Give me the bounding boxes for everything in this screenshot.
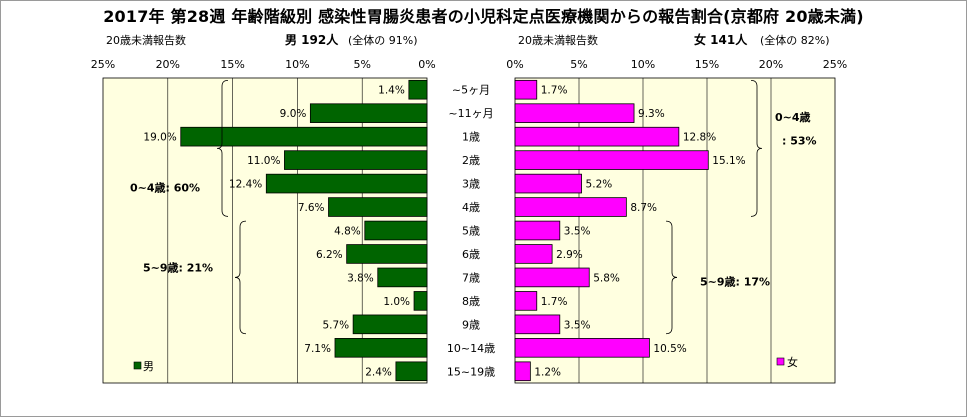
male-header-label: 20歳未満報告数 — [106, 34, 186, 47]
male-data-label: 9.0% — [280, 108, 307, 120]
male-bar — [334, 338, 428, 358]
male-bar — [284, 150, 428, 170]
female-bar — [514, 150, 709, 170]
female-legend-label: 女 — [787, 355, 798, 369]
female-annotation-5-9: 5~9歳: 17% — [700, 274, 770, 288]
female-bar — [514, 220, 561, 241]
age-category-label: 5歳 — [462, 225, 480, 238]
age-category-label: 9歳 — [462, 318, 480, 331]
female-bar — [514, 291, 538, 311]
female-bar — [514, 79, 538, 100]
age-category-label: 6歳 — [462, 248, 480, 261]
male-data-label: 5.7% — [322, 319, 349, 331]
female-annotation-0-4: 0~4歳 — [775, 110, 811, 124]
female-data-label: 1.2% — [534, 366, 561, 378]
male-tick-label: 0% — [418, 58, 435, 71]
male-data-label: 12.4% — [229, 179, 262, 191]
female-data-label: 15.1% — [712, 155, 745, 167]
age-category-label: 8歳 — [462, 295, 480, 308]
male-bracket-0-4 — [216, 79, 229, 217]
male-data-label: 4.8% — [334, 226, 361, 238]
female-data-label: 2.9% — [556, 249, 583, 261]
female-legend-swatch — [776, 357, 785, 366]
female-header-count: 女 141人 — [694, 32, 748, 47]
female-bracket-5-9 — [665, 220, 678, 335]
male-bracket-5-9 — [234, 220, 247, 335]
male-tick-label: 25% — [91, 58, 115, 71]
female-tick-label: 15% — [695, 58, 719, 71]
male-bar — [377, 267, 428, 288]
female-data-label: 5.2% — [586, 179, 613, 191]
age-category-label: 1歳 — [462, 131, 480, 144]
female-bar — [514, 173, 582, 194]
female-tick-label: 0% — [506, 58, 523, 71]
male-bar — [265, 173, 428, 194]
female-bar — [514, 126, 680, 147]
female-bar — [514, 314, 561, 335]
age-category-label: 15~19歳 — [447, 365, 495, 378]
male-bar — [328, 197, 428, 217]
male-bar — [180, 126, 428, 147]
age-category-label: 7歳 — [462, 271, 480, 284]
female-bar — [514, 197, 627, 217]
female-bar — [514, 103, 635, 123]
male-annotation-0-4: 0~4歳: 60% — [130, 181, 200, 195]
male-data-label: 19.0% — [143, 132, 176, 144]
male-data-label: 11.0% — [247, 155, 280, 167]
female-data-label: 5.8% — [593, 272, 620, 284]
female-data-label: 8.7% — [630, 202, 657, 214]
male-data-label: 1.4% — [378, 85, 405, 97]
male-bar — [408, 79, 428, 100]
male-legend-swatch — [133, 361, 142, 370]
female-data-label: 3.5% — [564, 226, 591, 238]
female-data-label: 9.3% — [638, 108, 665, 120]
female-data-label: 1.7% — [541, 85, 568, 97]
male-data-label: 6.2% — [316, 249, 343, 261]
female-bar — [514, 361, 531, 382]
female-tick-label: 20% — [759, 58, 783, 71]
chart-title: 2017年 第28週 年齢階級別 感染性胃腸炎患者の小児科定点医療機関からの報告… — [103, 7, 864, 26]
male-data-label: 3.8% — [347, 272, 374, 284]
male-header-share: (全体の 91%) — [348, 33, 418, 47]
female-header-share: (全体の 82%) — [760, 33, 830, 47]
male-data-label: 2.4% — [365, 366, 392, 378]
age-category-label: 2歳 — [462, 154, 480, 167]
male-legend-label: 男 — [143, 360, 154, 373]
age-category-label: 4歳 — [462, 201, 480, 214]
age-category-label: 3歳 — [462, 178, 480, 191]
female-bar — [514, 244, 553, 264]
male-tick-label: 5% — [353, 58, 370, 71]
female-data-label: 12.8% — [683, 132, 716, 144]
female-data-label: 10.5% — [653, 343, 686, 355]
male-tick-label: 15% — [220, 58, 244, 71]
male-bar — [364, 220, 428, 241]
male-header-count: 男 192人 — [285, 32, 339, 47]
female-annotation-0-4-pct: : 53% — [782, 135, 817, 148]
male-tick-label: 20% — [156, 58, 180, 71]
female-tick-label: 10% — [631, 58, 655, 71]
female-bar — [514, 338, 650, 358]
age-category-label: ~5ヶ月 — [452, 84, 490, 97]
female-tick-label: 5% — [570, 58, 587, 71]
age-category-label: 10~14歳 — [447, 342, 495, 355]
male-annotation-5-9: 5~9歳: 21% — [143, 260, 213, 274]
male-bar — [352, 314, 428, 335]
age-category-label: ~11ヶ月 — [448, 107, 493, 120]
male-bar — [413, 291, 428, 311]
female-header-label: 20歳未満報告数 — [518, 34, 598, 47]
male-tick-label: 10% — [285, 58, 309, 71]
male-data-label: 7.1% — [304, 343, 331, 355]
male-bar — [309, 103, 428, 123]
male-bar — [346, 244, 428, 264]
male-data-label: 1.0% — [383, 296, 410, 308]
female-bracket-0-4 — [750, 79, 763, 217]
male-data-label: 7.6% — [298, 202, 325, 214]
female-bar — [514, 267, 590, 288]
female-data-label: 1.7% — [541, 296, 568, 308]
female-data-label: 3.5% — [564, 319, 591, 331]
female-tick-label: 25% — [823, 58, 847, 71]
male-bar — [395, 361, 428, 382]
